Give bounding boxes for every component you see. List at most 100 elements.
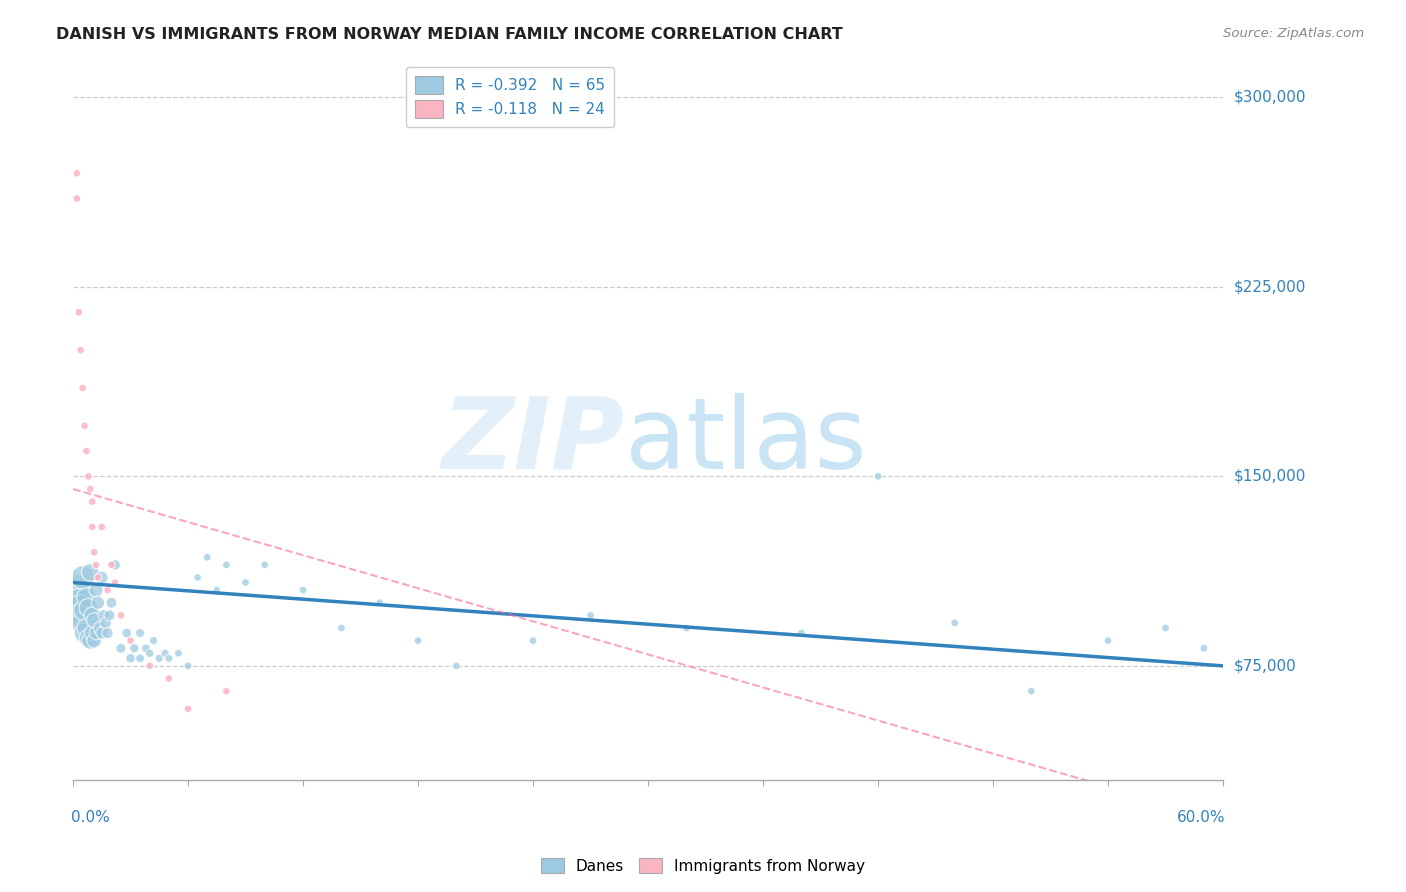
Point xyxy=(1097,633,1119,648)
Point xyxy=(167,646,190,660)
Point xyxy=(82,626,104,640)
Point xyxy=(120,633,142,648)
Point xyxy=(87,570,110,584)
Point xyxy=(866,469,889,483)
Point xyxy=(790,626,813,640)
Text: $75,000: $75,000 xyxy=(1234,658,1296,673)
Point xyxy=(90,626,112,640)
Point xyxy=(135,641,157,656)
Point xyxy=(69,343,91,358)
Point xyxy=(195,550,218,565)
Point xyxy=(124,641,146,656)
Point xyxy=(83,545,105,559)
Point xyxy=(215,684,238,698)
Point xyxy=(205,583,228,598)
Point xyxy=(77,600,100,615)
Text: atlas: atlas xyxy=(626,392,866,490)
Point xyxy=(1192,641,1215,656)
Point xyxy=(157,672,180,686)
Point xyxy=(83,614,105,628)
Point xyxy=(446,659,468,673)
Point xyxy=(72,570,94,584)
Point xyxy=(73,418,96,433)
Point xyxy=(138,646,160,660)
Point xyxy=(90,520,112,534)
Point xyxy=(76,591,98,605)
Point xyxy=(110,641,132,656)
Point xyxy=(79,633,101,648)
Point xyxy=(98,608,121,623)
Point xyxy=(1154,621,1177,635)
Point xyxy=(77,469,100,483)
Point xyxy=(90,570,112,584)
Point xyxy=(148,651,170,665)
Point xyxy=(187,570,209,584)
Point xyxy=(104,575,127,590)
Text: ZIP: ZIP xyxy=(441,392,626,490)
Point xyxy=(104,558,127,572)
Point xyxy=(84,583,107,598)
Point xyxy=(66,583,89,598)
Point xyxy=(142,633,165,648)
Point xyxy=(177,702,200,716)
Point xyxy=(292,583,315,598)
Point xyxy=(1021,684,1043,698)
Point xyxy=(579,608,602,623)
Text: 60.0%: 60.0% xyxy=(1177,810,1225,825)
Point xyxy=(157,651,180,665)
Point xyxy=(82,494,104,508)
Point xyxy=(522,633,544,648)
Point xyxy=(69,608,91,623)
Text: $300,000: $300,000 xyxy=(1234,90,1306,105)
Legend: Danes, Immigrants from Norway: Danes, Immigrants from Norway xyxy=(534,852,872,880)
Point xyxy=(138,659,160,673)
Point xyxy=(129,651,152,665)
Point xyxy=(72,615,94,630)
Point xyxy=(84,558,107,572)
Point xyxy=(83,633,105,648)
Point xyxy=(675,621,697,635)
Point xyxy=(94,615,117,630)
Point xyxy=(89,621,111,635)
Point xyxy=(79,482,101,496)
Point xyxy=(72,381,94,395)
Point xyxy=(100,596,122,610)
Text: DANISH VS IMMIGRANTS FROM NORWAY MEDIAN FAMILY INCOME CORRELATION CHART: DANISH VS IMMIGRANTS FROM NORWAY MEDIAN … xyxy=(56,27,844,42)
Point xyxy=(73,603,96,617)
Legend: R = -0.392   N = 65, R = -0.118   N = 24: R = -0.392 N = 65, R = -0.118 N = 24 xyxy=(406,67,614,127)
Point xyxy=(96,583,118,598)
Point xyxy=(115,626,138,640)
Point xyxy=(153,646,176,660)
Point xyxy=(96,626,118,640)
Point xyxy=(76,621,98,635)
Point xyxy=(177,659,200,673)
Point xyxy=(93,608,115,623)
Point xyxy=(82,608,104,623)
Point xyxy=(69,600,91,615)
Point xyxy=(330,621,353,635)
Point xyxy=(79,566,101,580)
Point xyxy=(368,596,391,610)
Point xyxy=(87,596,110,610)
Point xyxy=(82,520,104,534)
Text: Source: ZipAtlas.com: Source: ZipAtlas.com xyxy=(1223,27,1364,40)
Point xyxy=(110,608,132,623)
Point xyxy=(77,631,100,645)
Point xyxy=(66,192,89,206)
Point xyxy=(100,558,122,572)
Text: $150,000: $150,000 xyxy=(1234,469,1306,484)
Text: $225,000: $225,000 xyxy=(1234,279,1306,294)
Point xyxy=(235,575,257,590)
Point xyxy=(943,615,966,630)
Point xyxy=(66,166,89,180)
Point xyxy=(67,596,90,610)
Point xyxy=(120,651,142,665)
Point xyxy=(67,305,90,319)
Point xyxy=(84,626,107,640)
Point xyxy=(406,633,429,648)
Point xyxy=(129,626,152,640)
Text: 0.0%: 0.0% xyxy=(72,810,110,825)
Point xyxy=(73,626,96,640)
Point xyxy=(215,558,238,572)
Point xyxy=(253,558,276,572)
